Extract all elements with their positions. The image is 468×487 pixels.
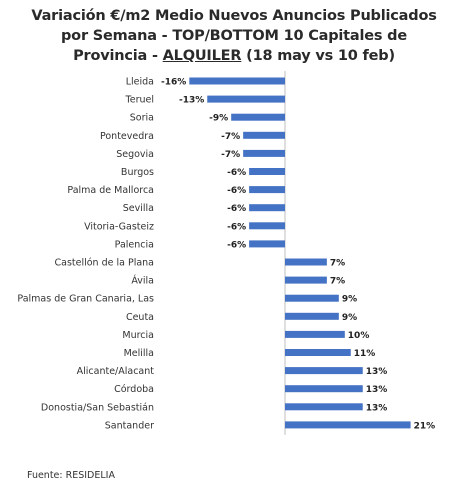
bar-16	[285, 367, 363, 375]
category-label-12: Palmas de Gran Canaria, Las	[17, 294, 154, 305]
bar-19	[285, 421, 411, 429]
value-label-10: 7%	[330, 259, 345, 269]
bar-18	[285, 403, 363, 411]
category-label-6: Palma de Mallorca	[67, 185, 154, 196]
source-note: Fuente: RESIDELIA	[27, 470, 115, 481]
category-label-11: Ávila	[131, 275, 154, 287]
category-label-1: Teruel	[125, 95, 154, 106]
category-label-16: Alicante/Alacant	[77, 366, 155, 377]
category-label-17: Córdoba	[114, 384, 154, 395]
value-label-15: 11%	[354, 349, 376, 359]
bar-1	[207, 95, 285, 103]
category-label-13: Ceuta	[126, 312, 154, 323]
value-label-7: -6%	[227, 204, 246, 214]
chart-title: Variación €/m2 Medio Nuevos Anuncios Pub…	[0, 6, 468, 66]
bar-3	[243, 131, 285, 139]
bar-4	[243, 149, 285, 157]
bar-0	[189, 77, 285, 85]
bar-11	[285, 276, 327, 284]
category-label-0: Lleida	[126, 77, 154, 88]
bar-7	[249, 204, 285, 212]
value-label-4: -7%	[221, 150, 240, 160]
category-label-15: Melilla	[124, 348, 154, 359]
chart-title-suffix: (18 may vs 10 feb)	[241, 48, 395, 64]
bar-9	[249, 240, 285, 248]
bar-8	[249, 222, 285, 230]
category-label-3: Pontevedra	[100, 131, 154, 142]
chart-title-line-2: por Semana - TOP/BOTTOM 10 Capitales de	[61, 28, 407, 44]
value-label-17: 13%	[366, 385, 388, 395]
chart-title-line-1: Variación €/m2 Medio Nuevos Anuncios Pub…	[31, 8, 437, 24]
value-label-13: 9%	[342, 313, 357, 323]
bar-2	[231, 113, 285, 121]
bar-13	[285, 312, 339, 320]
value-label-19: 21%	[414, 421, 436, 431]
value-label-14: 10%	[348, 331, 370, 341]
bar-6	[249, 186, 285, 194]
category-label-14: Murcia	[122, 330, 154, 341]
category-label-9: Palencia	[115, 239, 154, 250]
chart-title-line-3: Provincia - ALQUILER (18 may vs 10 feb)	[0, 46, 468, 66]
value-label-1: -13%	[179, 96, 204, 106]
value-label-11: 7%	[330, 277, 345, 287]
value-label-12: 9%	[342, 295, 357, 305]
category-label-19: Santander	[105, 420, 154, 431]
value-label-8: -6%	[227, 222, 246, 232]
value-label-5: -6%	[227, 168, 246, 178]
category-label-5: Burgos	[121, 167, 154, 178]
category-label-7: Sevilla	[123, 203, 154, 214]
category-label-2: Soria	[130, 113, 154, 124]
value-label-6: -6%	[227, 186, 246, 196]
bar-12	[285, 294, 339, 302]
bar-17	[285, 385, 363, 393]
category-label-4: Segovia	[116, 149, 154, 160]
value-label-9: -6%	[227, 240, 246, 250]
bar-5	[249, 168, 285, 175]
value-label-2: -9%	[209, 114, 228, 124]
category-label-10: Castellón de la Plana	[54, 258, 154, 269]
value-label-0: -16%	[161, 78, 186, 88]
chart-title-prefix: Provincia -	[73, 48, 163, 64]
category-label-18: Donostia/San Sebastián	[41, 402, 154, 413]
value-label-16: 13%	[366, 367, 388, 377]
bar-10	[285, 258, 327, 266]
value-label-18: 13%	[366, 403, 388, 413]
category-label-8: Vitoria-Gasteiz	[84, 221, 154, 232]
bar-15	[285, 349, 351, 356]
value-label-3: -7%	[221, 132, 240, 142]
bar-14	[285, 330, 345, 338]
chart-title-underlined: ALQUILER	[162, 48, 242, 64]
